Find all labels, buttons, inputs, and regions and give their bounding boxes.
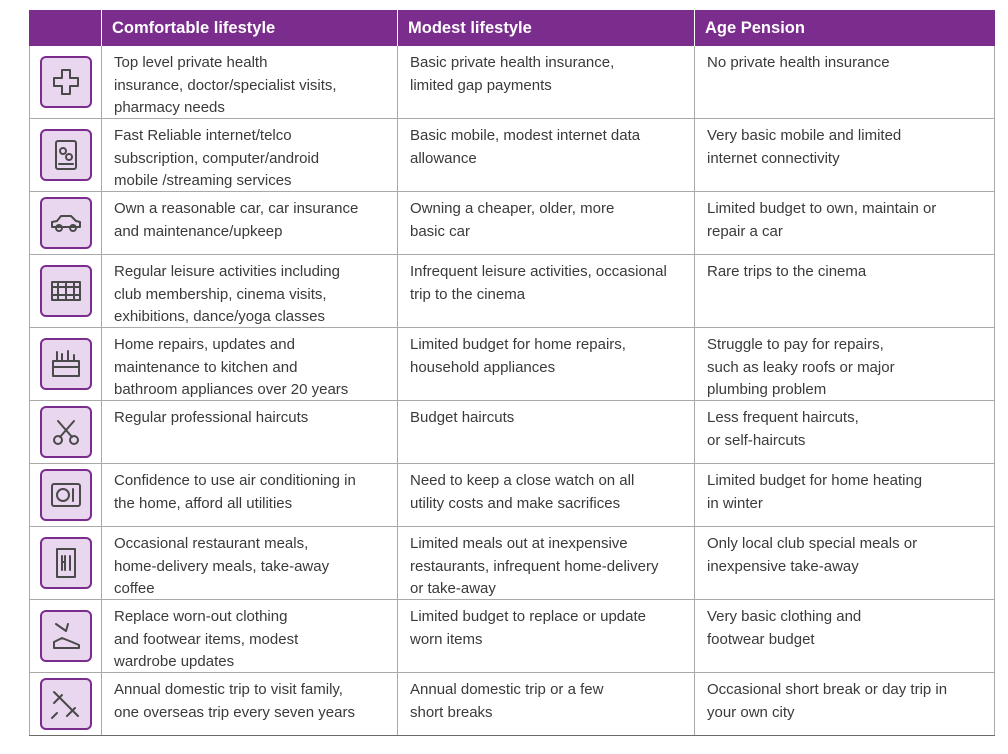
cell-modest: Need to keep a close watch on all utilit… xyxy=(397,464,694,526)
cell-modest: Limited budget to replace or update worn… xyxy=(397,600,694,672)
header-icon-column xyxy=(29,10,101,46)
air-conditioner-icon xyxy=(39,469,92,521)
table-row-meals: Occasional restaurant meals, home-delive… xyxy=(29,527,995,600)
cinema-icon xyxy=(39,265,92,317)
airplane-icon xyxy=(39,678,92,730)
cell-pension: Less frequent haircuts, or self-haircuts xyxy=(694,401,995,463)
cell-comfortable: Fast Reliable internet/telco subscriptio… xyxy=(101,119,397,191)
cell-comfortable: Annual domestic trip to visit family, on… xyxy=(101,673,397,735)
cell-comfortable: Replace worn-out clothing and footwear i… xyxy=(101,600,397,672)
cell-comfortable: Regular leisure activities including clu… xyxy=(101,255,397,327)
cell-comfortable: Occasional restaurant meals, home-delive… xyxy=(101,527,397,599)
cell-pension: Only local club special meals or inexpen… xyxy=(694,527,995,599)
table-header: Comfortable lifestyle Modest lifestyle A… xyxy=(29,10,995,46)
cell-comfortable: Own a reasonable car, car insurance and … xyxy=(101,192,397,254)
table-row-internet: Fast Reliable internet/telco subscriptio… xyxy=(29,119,995,192)
clothing-shoe-icon xyxy=(39,610,92,662)
mobile-internet-icon xyxy=(39,129,92,181)
medical-cross-icon xyxy=(39,56,92,108)
header-modest-lifestyle: Modest lifestyle xyxy=(397,10,694,46)
cell-comfortable: Confidence to use air conditioning in th… xyxy=(101,464,397,526)
scissors-comb-icon xyxy=(39,406,92,458)
cell-pension: Struggle to pay for repairs, such as lea… xyxy=(694,328,995,400)
toolbox-icon xyxy=(39,338,92,390)
header-comfortable-lifestyle: Comfortable lifestyle xyxy=(101,10,397,46)
cell-pension: Rare trips to the cinema xyxy=(694,255,995,327)
car-icon xyxy=(39,197,92,249)
cell-pension: Very basic clothing and footwear budget xyxy=(694,600,995,672)
cell-pension: Limited budget to own, maintain or repai… xyxy=(694,192,995,254)
cell-pension: No private health insurance xyxy=(694,46,995,118)
cell-modest: Basic mobile, modest internet data allow… xyxy=(397,119,694,191)
cell-modest: Annual domestic trip or a few short brea… xyxy=(397,673,694,735)
cell-comfortable: Home repairs, updates and maintenance to… xyxy=(101,328,397,400)
cell-pension: Limited budget for home heating in winte… xyxy=(694,464,995,526)
cell-modest: Limited meals out at inexpensive restaur… xyxy=(397,527,694,599)
cell-comfortable: Top level private health insurance, doct… xyxy=(101,46,397,118)
table-row-travel: Annual domestic trip to visit family, on… xyxy=(29,673,995,736)
table-row-car: Own a reasonable car, car insurance and … xyxy=(29,192,995,255)
menu-cutlery-icon xyxy=(39,537,92,589)
cell-modest: Budget haircuts xyxy=(397,401,694,463)
cell-comfortable: Regular professional haircuts xyxy=(101,401,397,463)
table-row-haircuts: Regular professional haircuts Budget hai… xyxy=(29,401,995,464)
cell-modest: Owning a cheaper, older, more basic car xyxy=(397,192,694,254)
cell-modest: Basic private health insurance, limited … xyxy=(397,46,694,118)
cell-modest: Limited budget for home repairs, househo… xyxy=(397,328,694,400)
cell-pension: Very basic mobile and limited internet c… xyxy=(694,119,995,191)
header-age-pension: Age Pension xyxy=(694,10,995,46)
table-row-health: Top level private health insurance, doct… xyxy=(29,46,995,119)
table-row-home-repairs: Home repairs, updates and maintenance to… xyxy=(29,328,995,401)
table-row-clothing: Replace worn-out clothing and footwear i… xyxy=(29,600,995,673)
cell-modest: Infrequent leisure activities, occasiona… xyxy=(397,255,694,327)
cell-pension: Occasional short break or day trip in yo… xyxy=(694,673,995,735)
table-row-leisure: Regular leisure activities including clu… xyxy=(29,255,995,328)
lifestyle-comparison-table: Comfortable lifestyle Modest lifestyle A… xyxy=(29,10,995,736)
table-row-utilities: Confidence to use air conditioning in th… xyxy=(29,464,995,527)
